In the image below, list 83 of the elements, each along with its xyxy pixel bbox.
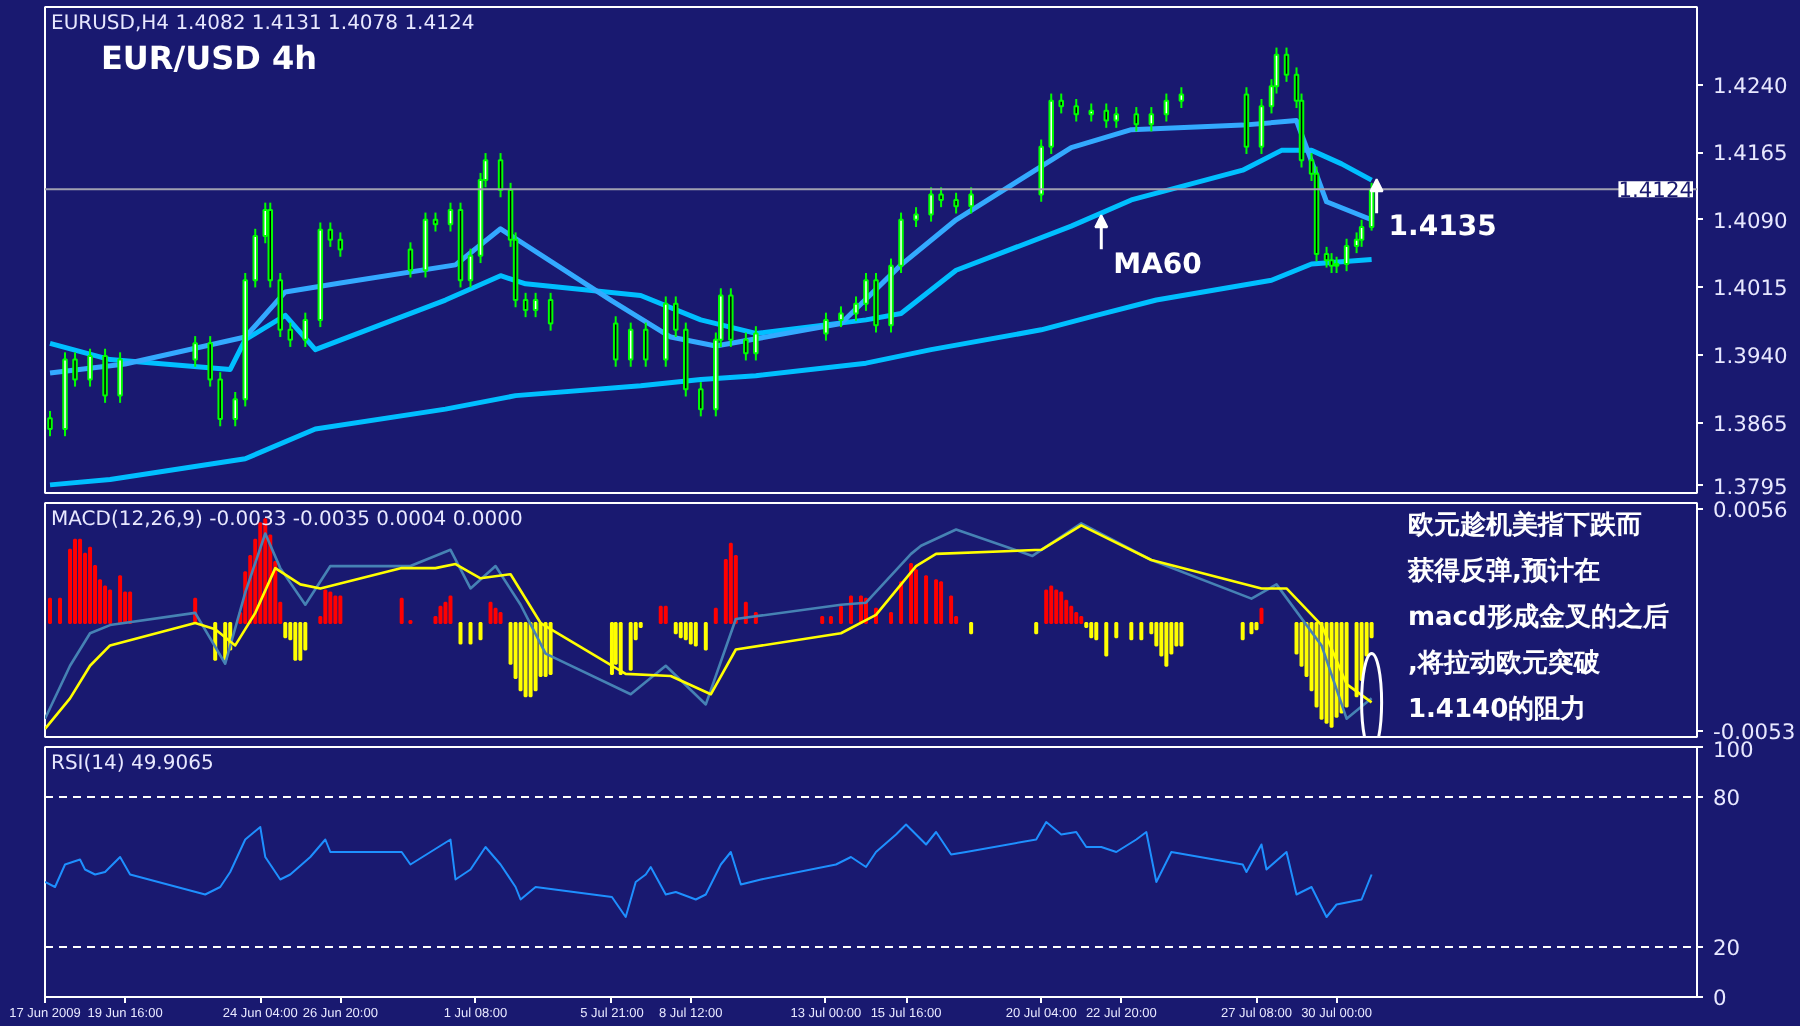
candlestick	[627, 321, 634, 368]
y-tick-label: 0	[1713, 985, 1727, 1011]
candlestick	[87, 347, 93, 388]
candlestick	[207, 335, 213, 388]
candlestick	[447, 201, 454, 233]
annotation: EURUSD,H4 1.4082 1.4131 1.4078 1.4124	[51, 13, 475, 35]
candlestick	[1113, 106, 1120, 129]
candlestick	[838, 305, 844, 329]
y-tick-label: 1.4240	[1713, 72, 1789, 99]
candlestick	[673, 295, 679, 339]
candlestick	[823, 311, 829, 342]
candlestick	[1283, 46, 1290, 83]
candlestick	[753, 325, 759, 362]
annotation: 获得反弹,预计在	[1405, 555, 1600, 587]
text: EUR/USD 4h	[101, 39, 317, 77]
candlestick	[117, 351, 123, 404]
candlestick	[547, 291, 554, 332]
candlestick	[1048, 92, 1054, 155]
candlestick	[192, 335, 198, 368]
candlestick	[698, 381, 704, 418]
line-series	[45, 821, 1373, 918]
annotation: MACD(12,26,9) -0.0033 -0.0035 0.0004 0.0000	[51, 509, 523, 531]
line-series	[47, 256, 1375, 488]
y-tick-label: 100	[1713, 737, 1755, 763]
y-tick-label: 1.3795	[1713, 473, 1788, 500]
candlestick	[1343, 237, 1350, 273]
candlestick	[913, 206, 919, 229]
candlestick	[337, 231, 344, 258]
candlestick	[1178, 86, 1185, 109]
annotation: 1.4135	[1388, 211, 1497, 244]
y-tick-label: 1.4165	[1713, 140, 1788, 167]
candlestick	[72, 351, 78, 388]
candlestick	[863, 271, 869, 312]
candlestick	[432, 211, 439, 233]
y-tick-label: 1.4090	[1713, 207, 1789, 234]
candlestick	[1258, 97, 1265, 155]
candlestick	[1323, 245, 1330, 269]
y-tick-label: 0.0056	[1713, 497, 1789, 524]
annotation: macd形成金叉的之后	[1407, 601, 1669, 633]
annotation: MA60	[1113, 249, 1203, 282]
candlestick	[47, 409, 53, 438]
candlestick	[853, 295, 859, 322]
candlestick	[1328, 252, 1335, 274]
candlestick	[252, 227, 259, 289]
candlestick	[1058, 92, 1064, 115]
candlestick	[968, 186, 974, 215]
candlestick	[287, 321, 294, 348]
candlestick	[217, 371, 223, 428]
candlestick	[953, 191, 959, 215]
candlestick	[232, 391, 238, 428]
candlestick	[612, 315, 619, 368]
candlestick	[728, 287, 734, 348]
candlestick	[1358, 218, 1365, 248]
candlestick	[327, 221, 334, 248]
candlestick	[1038, 138, 1044, 203]
candlestick	[532, 291, 539, 319]
annotation: 1.4140的阻力	[1407, 695, 1587, 725]
annotation: ,将拉动欧元突破	[1407, 647, 1602, 679]
candlestick	[102, 347, 108, 404]
candlestick	[1133, 106, 1140, 133]
y-tick-label: 1.4015	[1713, 275, 1788, 302]
candlestick	[642, 321, 649, 368]
candlestick	[302, 311, 309, 348]
candlestick	[743, 331, 749, 362]
candlestick	[1103, 102, 1110, 129]
candlestick	[522, 291, 529, 319]
candlestick	[467, 247, 474, 289]
candlestick	[898, 211, 904, 274]
annotation: RSI(14) 49.9065	[51, 753, 214, 775]
candlestick	[873, 271, 879, 334]
ref-line-label: 1.4124	[1618, 177, 1694, 204]
candlestick	[1088, 102, 1095, 123]
annotation: 欧元趁机美指下跌而	[1407, 509, 1642, 541]
y-tick-label: 20	[1713, 935, 1741, 961]
y-tick-label: 1.3940	[1713, 343, 1789, 370]
candlestick	[1073, 97, 1079, 123]
candlestick	[1148, 106, 1155, 133]
candlestick	[1163, 92, 1170, 123]
candlestick	[938, 186, 944, 209]
candlestick	[928, 186, 934, 223]
y-tick-label: 80	[1713, 785, 1741, 811]
y-tick-label: 1.3865	[1713, 410, 1788, 437]
candlestick	[407, 241, 414, 279]
